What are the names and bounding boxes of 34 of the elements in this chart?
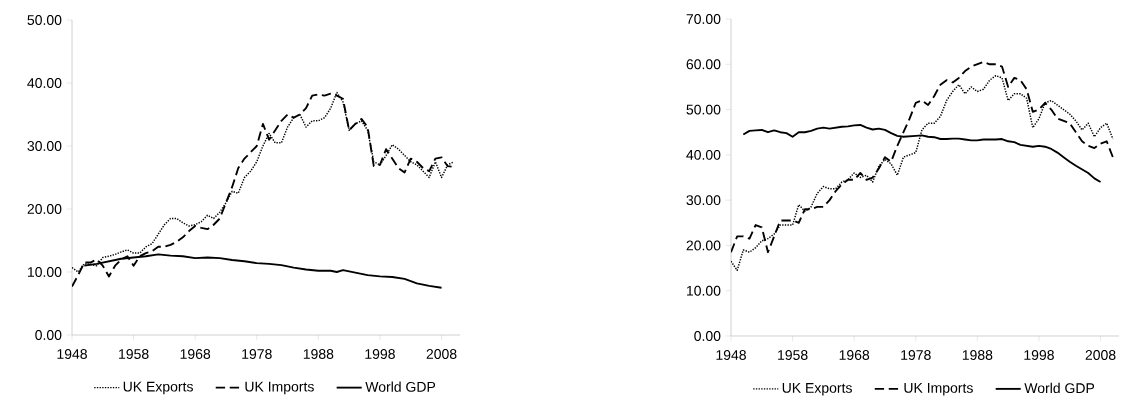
x-tick-label: 1988	[303, 349, 334, 359]
legend-label: UK Exports	[782, 383, 852, 396]
x-tick-label: 1978	[242, 349, 272, 359]
legend-label: UK Imports	[245, 381, 314, 395]
y-tick-label: 10.00	[27, 267, 62, 277]
x-tick-label: 1968	[839, 350, 870, 360]
x-tick-label: 1948	[57, 349, 87, 359]
y-tick-label: 50.00	[686, 104, 721, 115]
y-tick-label: 0.00	[35, 330, 62, 340]
y-tick-label: 40.00	[27, 78, 62, 88]
legend-label: UK Exports	[123, 381, 193, 395]
y-tick-label: 50.00	[27, 15, 62, 25]
x-tick-label: 2008	[1085, 350, 1116, 360]
legend-label: World GDP	[365, 381, 436, 392]
x-tick-label: 1998	[1024, 350, 1054, 360]
y-tick-label: 0.00	[694, 331, 721, 341]
y-tick-label: 60.00	[686, 59, 721, 70]
x-tick-label: 1978	[901, 350, 931, 360]
x-tick-label: 2008	[426, 349, 457, 359]
y-tick-label: 20.00	[27, 204, 62, 214]
x-tick-label: 1998	[365, 349, 395, 359]
legend-label: UK Imports	[904, 383, 973, 396]
x-tick-label: 1968	[180, 349, 211, 359]
y-tick-label: 10.00	[687, 285, 721, 296]
legend-label: World GDP	[1024, 382, 1095, 394]
y-tick-label: 40.00	[686, 149, 721, 160]
y-tick-label: 30.00	[27, 141, 62, 151]
y-tick-label: 70.00	[686, 14, 721, 24]
y-tick-label: 30.00	[686, 195, 721, 206]
x-tick-label: 1958	[119, 349, 149, 359]
x-tick-label: 1988	[962, 350, 993, 360]
x-tick-label: 1948	[716, 350, 746, 360]
y-tick-label: 20.00	[686, 240, 721, 251]
x-tick-label: 1958	[778, 350, 808, 360]
